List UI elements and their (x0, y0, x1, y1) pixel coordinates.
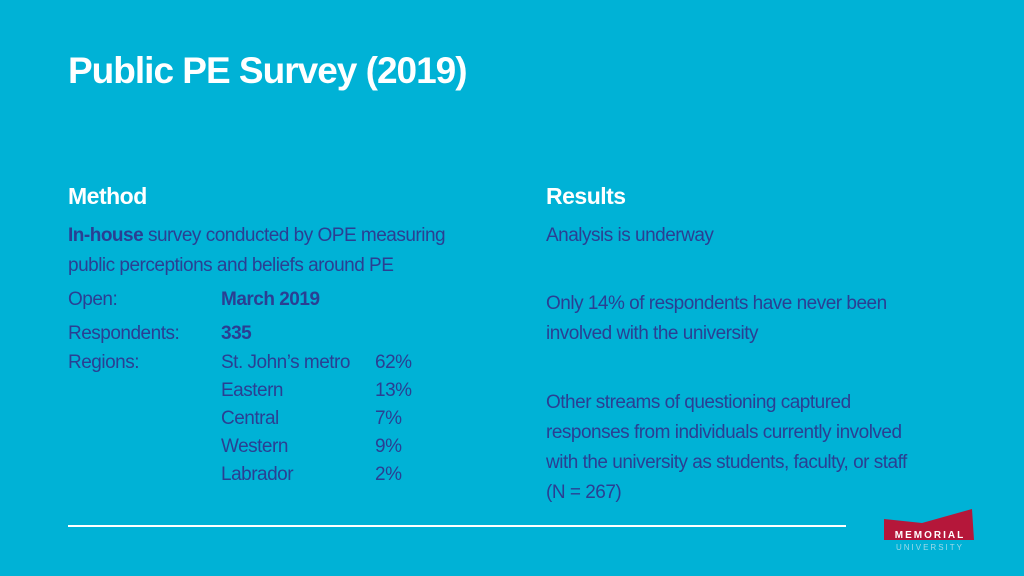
region-pct: 13% (375, 380, 412, 401)
logo-subtext: UNIVERSITY (895, 544, 964, 550)
results-p3-line2: responses from individuals currently inv… (546, 422, 902, 443)
respondents-value: 335 (221, 323, 252, 344)
method-intro-bold: In-house (68, 225, 144, 246)
regions-label: Regions: (68, 352, 140, 373)
region-pct: 62% (375, 352, 412, 373)
results-heading: Results (546, 183, 626, 209)
open-value: March 2019 (221, 289, 320, 310)
method-intro-line1: In-house survey conducted by OPE measuri… (68, 225, 446, 247)
logo-text: MEMORIAL (894, 530, 966, 541)
region-name: Central (221, 408, 279, 429)
divider (68, 525, 846, 527)
method-intro-line2: public perceptions and beliefs around PE (68, 255, 394, 276)
memorial-university-logo: MEMORIAL UNIVERSITY (882, 509, 974, 553)
results-p3-line4: (N = 267) (546, 482, 622, 503)
respondents-label: Respondents: (68, 323, 180, 344)
page-title: Public PE Survey (2019) (68, 50, 468, 91)
region-pct: 7% (375, 408, 402, 429)
method-intro-rest: survey conducted by OPE measuring (143, 225, 446, 246)
results-p3-line3: with the university as students, faculty… (546, 452, 907, 473)
method-heading: Method (68, 183, 147, 209)
results-p2-line1: Only 14% of respondents have never been (546, 293, 887, 314)
logo-banner-icon (884, 509, 974, 540)
region-name: St. John’s metro (221, 352, 350, 373)
results-p3-line1: Other streams of questioning captured (546, 392, 851, 413)
results-p2-line2: involved with the university (546, 323, 759, 344)
results-p1: Analysis is underway (546, 225, 714, 246)
region-name: Labrador (221, 464, 294, 485)
region-name: Eastern (221, 380, 283, 401)
region-name: Western (221, 436, 288, 457)
region-pct: 2% (375, 464, 402, 485)
region-pct: 9% (375, 436, 402, 457)
open-label: Open: (68, 289, 118, 310)
